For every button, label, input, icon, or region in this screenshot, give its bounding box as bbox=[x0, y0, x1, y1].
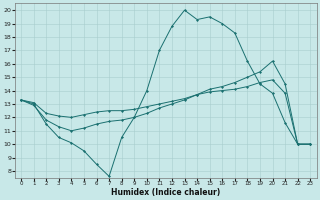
X-axis label: Humidex (Indice chaleur): Humidex (Indice chaleur) bbox=[111, 188, 220, 197]
